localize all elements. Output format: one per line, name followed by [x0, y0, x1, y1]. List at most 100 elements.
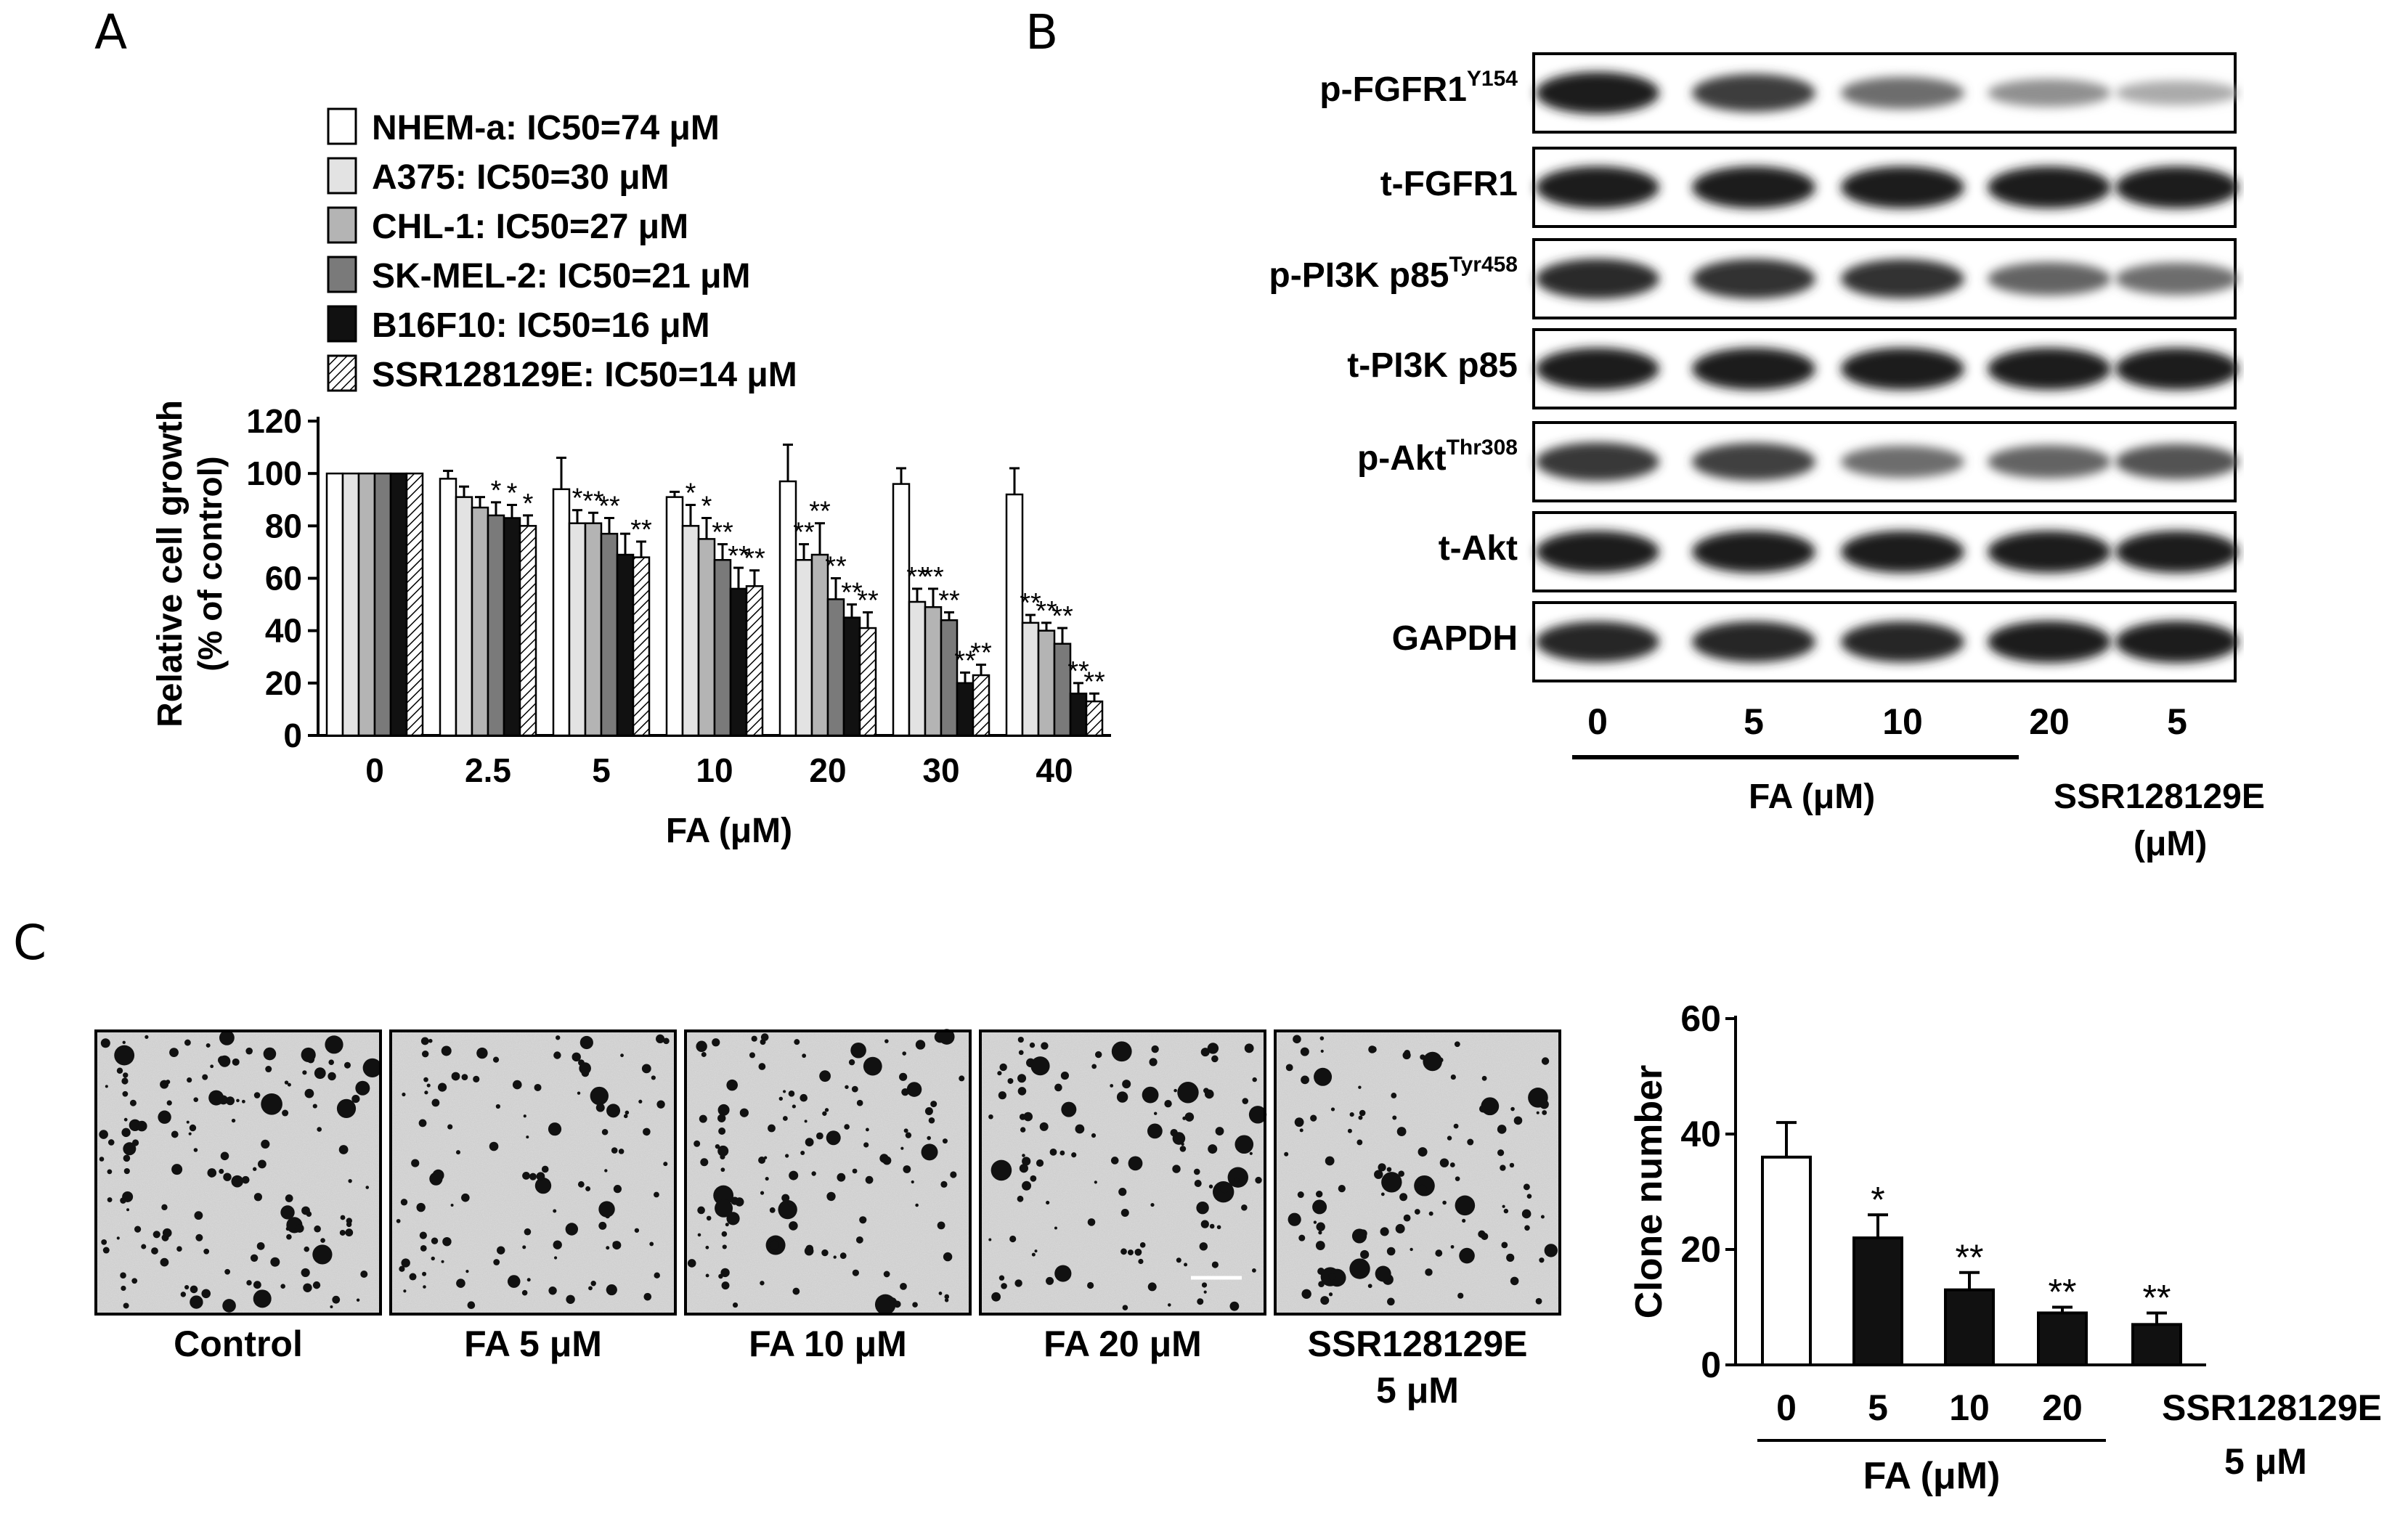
colony-dot — [930, 1101, 937, 1108]
colony-dot — [1349, 1258, 1370, 1279]
colony-dot — [1497, 1149, 1505, 1157]
colony-dot — [301, 1268, 310, 1278]
colony-dot — [778, 1199, 797, 1220]
colony-dot — [131, 1278, 138, 1284]
colony-dot — [577, 1180, 585, 1188]
y-tick-label: 40 — [265, 612, 302, 650]
colony-dot — [899, 1072, 908, 1081]
colony-dot — [998, 1275, 1005, 1281]
colony-dot — [701, 1051, 707, 1057]
colony-dot — [764, 1156, 768, 1159]
blot-band — [2115, 348, 2239, 390]
colony-dot — [1061, 1101, 1077, 1117]
colony-dot — [161, 1204, 168, 1211]
blot-band — [1841, 348, 1964, 390]
colony-dot — [190, 1285, 198, 1294]
colony-dot — [824, 1108, 829, 1112]
colony-dot — [1380, 1192, 1385, 1196]
colony-dot — [718, 1273, 723, 1279]
colony-dot — [1122, 1305, 1128, 1310]
colony-dot — [1120, 1248, 1127, 1255]
colony-dot — [186, 1120, 190, 1124]
bars: ***** ** — [1761, 1121, 2182, 1367]
colony-dot — [889, 1298, 895, 1304]
colony-dot — [811, 1171, 816, 1176]
colony-dot — [523, 1114, 526, 1118]
colony-dot — [697, 1206, 705, 1215]
colony-dot — [696, 1040, 707, 1052]
colony-dot — [160, 1257, 169, 1267]
colony-dot — [937, 1221, 945, 1230]
colony-dot — [726, 1079, 738, 1091]
colony-dot — [137, 1120, 147, 1132]
colony-dot — [865, 1128, 869, 1132]
colony-dot — [122, 1090, 129, 1097]
colony-dot — [1138, 1258, 1144, 1265]
colony-dot — [606, 1246, 610, 1250]
colony-dot — [423, 1285, 426, 1289]
colony-dot — [1031, 1252, 1036, 1257]
colony-dot — [1139, 1242, 1146, 1248]
colony-dot — [1320, 1049, 1324, 1053]
bar — [341, 472, 360, 737]
colony-dot — [950, 1171, 957, 1178]
colony-dot — [1359, 1109, 1366, 1117]
colony-dot — [1513, 1116, 1523, 1125]
colony-dot — [590, 1281, 596, 1286]
blot-band — [1692, 258, 1815, 299]
colony-dot — [232, 1058, 240, 1066]
colony-dot — [625, 1110, 630, 1115]
colony-dot — [208, 1090, 224, 1106]
colony-dot — [623, 1114, 628, 1119]
colony-dot — [1449, 1162, 1455, 1167]
colony-dot — [1410, 1247, 1413, 1252]
colony-dot — [1454, 1041, 1460, 1048]
colony-dot — [1022, 1180, 1032, 1191]
bar — [455, 496, 473, 737]
colony-dot — [507, 1275, 521, 1288]
bar — [389, 472, 408, 737]
colony-dot — [1457, 1292, 1464, 1299]
colony-dot — [303, 1283, 312, 1292]
bar — [1761, 1155, 1812, 1367]
colony-frame — [979, 1029, 1266, 1316]
significance-mark: ** — [728, 541, 749, 571]
colony-dot — [134, 1226, 142, 1233]
colony-dot — [805, 1244, 814, 1253]
bar — [924, 605, 943, 737]
colony-dot — [1360, 1249, 1370, 1260]
colony-dot — [151, 1247, 158, 1255]
colony-dot — [286, 1233, 292, 1240]
colony-dot — [1197, 1298, 1204, 1305]
colony-dot — [959, 1075, 965, 1082]
y-tick-label: 60 — [1680, 998, 1721, 1039]
colony-dot — [396, 1218, 401, 1223]
colony-dot — [998, 1091, 1006, 1100]
colony-dot — [1423, 1051, 1442, 1072]
colony-dot — [314, 1067, 326, 1080]
lane-label: 10 — [1882, 701, 1923, 742]
colony-dot — [461, 1074, 468, 1081]
colony-dot — [284, 1080, 289, 1085]
blot-band — [1692, 531, 1815, 573]
significance-mark: ** — [906, 562, 928, 592]
colony-dot — [732, 1302, 739, 1308]
legend-label: NHEM-a: IC50=74 μM — [372, 109, 720, 147]
colony-dot — [409, 1273, 417, 1281]
colony-dot — [915, 1203, 919, 1207]
colony-dot — [705, 1245, 709, 1249]
colony-dot — [1329, 1273, 1336, 1281]
colony-dot — [1054, 1226, 1057, 1230]
significance-mark: ** — [1956, 1237, 1984, 1278]
colony-dot — [900, 1146, 904, 1150]
blot-row-label: t-PI3K p85 — [1347, 346, 1518, 386]
significance-mark: * — [686, 478, 696, 508]
colony-dot — [1439, 1158, 1449, 1167]
colony-dot — [428, 1038, 433, 1043]
colony-dot — [421, 1050, 429, 1058]
blot-row-label: p-FGFR1Y154 — [1319, 67, 1518, 110]
colony-dot — [1151, 1045, 1159, 1053]
colony-dot — [826, 1130, 841, 1146]
y-tick-label: 20 — [1680, 1229, 1721, 1270]
colony-dot — [401, 1258, 410, 1268]
